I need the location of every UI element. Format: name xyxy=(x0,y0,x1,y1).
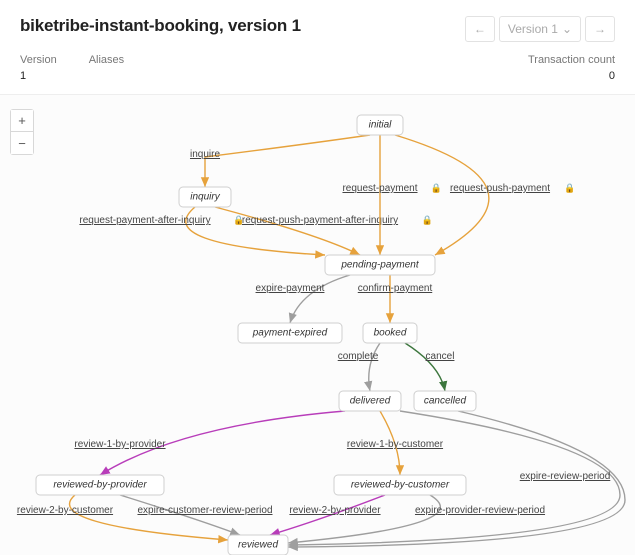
tx-label: Transaction count xyxy=(528,54,615,66)
lock-icon: 🔒 xyxy=(431,183,442,193)
edge-label[interactable]: complete xyxy=(338,351,379,362)
svg-text:delivered: delivered xyxy=(350,396,391,407)
state-node[interactable]: payment-expired xyxy=(238,323,342,343)
meta-row: Version 1 Aliases Transaction count 0 xyxy=(0,50,635,95)
edge-label[interactable]: expire-provider-review-period xyxy=(415,505,545,516)
edge xyxy=(70,495,228,540)
page-title: biketribe-instant-booking, version 1 xyxy=(20,16,301,36)
state-node[interactable]: cancelled xyxy=(414,391,476,411)
flowchart-svg[interactable]: inquire request-payment-after-inquiry 🔒 req… xyxy=(0,95,635,555)
edge xyxy=(205,135,370,187)
state-node[interactable]: booked xyxy=(363,323,417,343)
version-select[interactable]: Version 1 ⌄ xyxy=(499,16,581,42)
version-value: 1 xyxy=(20,70,57,82)
svg-text:reviewed-by-provider: reviewed-by-provider xyxy=(53,480,147,491)
edge-label[interactable]: cancel xyxy=(426,351,455,362)
edge-label[interactable]: expire-payment xyxy=(256,283,325,294)
diagram-canvas: + − inquire request-payment-after-inquiry… xyxy=(0,95,635,555)
svg-text:pending-payment: pending-payment xyxy=(340,260,419,271)
version-label: Version xyxy=(20,54,57,66)
edge-label[interactable]: request-payment-after-inquiry xyxy=(79,215,210,226)
svg-text:cancelled: cancelled xyxy=(424,396,467,407)
version-select-label: Version 1 xyxy=(508,22,558,36)
tx-value: 0 xyxy=(528,70,615,82)
state-node[interactable]: reviewed-by-provider xyxy=(36,475,164,495)
edge-label[interactable]: request-push-payment-after-inquiry xyxy=(242,215,398,226)
svg-text:reviewed-by-customer: reviewed-by-customer xyxy=(351,480,450,491)
edge-label[interactable]: review-1-by-provider xyxy=(74,439,166,450)
next-version-button[interactable]: → xyxy=(585,16,615,42)
edge-label[interactable]: expire-review-period xyxy=(520,471,611,482)
edge-label[interactable]: review-1-by-customer xyxy=(347,439,444,450)
svg-text:payment-expired: payment-expired xyxy=(252,328,328,339)
page-header: biketribe-instant-booking, version 1 ← V… xyxy=(0,0,635,50)
edge-label[interactable]: inquire xyxy=(190,149,220,160)
edge-label[interactable]: expire-customer-review-period xyxy=(137,505,272,516)
zoom-out-button[interactable]: − xyxy=(11,132,33,154)
state-node[interactable]: reviewed xyxy=(228,535,288,555)
edge-label[interactable]: review-2-by-customer xyxy=(17,505,114,516)
state-node[interactable]: pending-payment xyxy=(325,255,435,275)
edge-label[interactable]: review-2-by-provider xyxy=(289,505,381,516)
svg-text:initial: initial xyxy=(369,120,393,131)
svg-text:inquiry: inquiry xyxy=(190,192,220,203)
edge-label[interactable]: request-payment xyxy=(342,183,417,194)
state-node[interactable]: initial xyxy=(357,115,403,135)
lock-icon: 🔒 xyxy=(564,183,575,193)
edge-label[interactable]: request-push-payment xyxy=(450,183,550,194)
svg-text:reviewed: reviewed xyxy=(238,540,278,551)
aliases-label: Aliases xyxy=(89,54,124,66)
zoom-in-button[interactable]: + xyxy=(11,110,33,132)
zoom-controls: + − xyxy=(10,109,34,155)
prev-version-button[interactable]: ← xyxy=(465,16,495,42)
version-nav: ← Version 1 ⌄ → xyxy=(465,16,615,42)
lock-icon: 🔒 xyxy=(422,215,433,225)
edge-label[interactable]: confirm-payment xyxy=(358,283,433,294)
state-node[interactable]: delivered xyxy=(339,391,401,411)
state-node[interactable]: reviewed-by-customer xyxy=(334,475,466,495)
state-node[interactable]: inquiry xyxy=(179,187,231,207)
edge xyxy=(395,135,489,255)
chevron-down-icon: ⌄ xyxy=(562,22,572,36)
svg-text:booked: booked xyxy=(374,328,407,339)
